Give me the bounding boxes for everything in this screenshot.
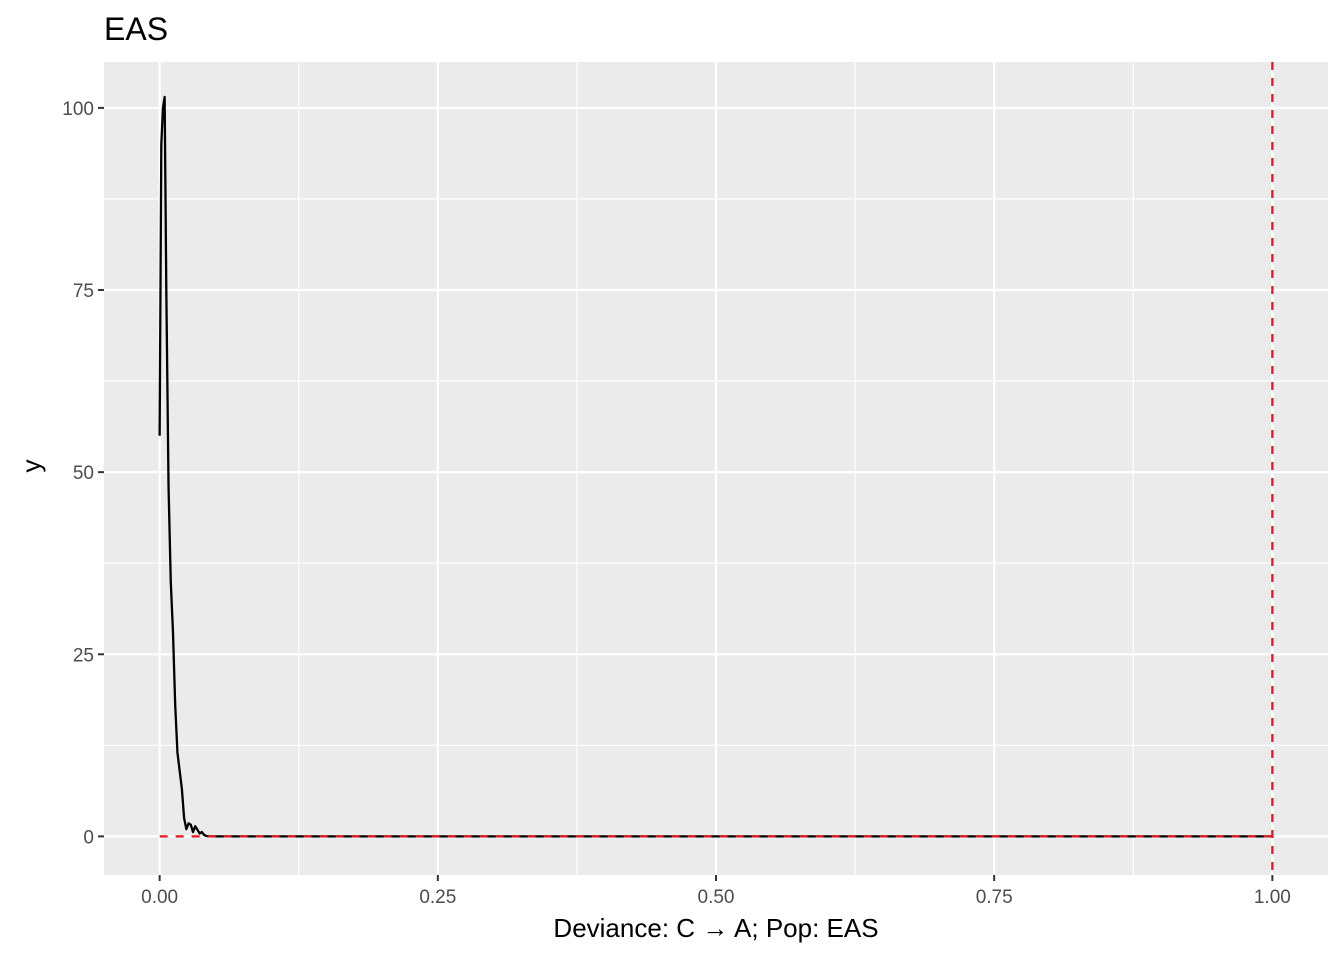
x-tick-label: 0.00 (141, 887, 178, 908)
series-layer (158, 95, 1273, 838)
y-axis-title: y (16, 460, 46, 473)
x-tick-label: 0.75 (976, 887, 1013, 908)
y-tick-label: 50 (73, 463, 94, 484)
y-tick-label: 25 (73, 645, 94, 666)
x-tick-label: 0.50 (698, 887, 735, 908)
chart-title: EAS (104, 11, 168, 47)
x-tick-label: 1.00 (1254, 887, 1291, 908)
y-axis: 0 25 50 75 100 (62, 99, 104, 848)
x-tick-label: 0.25 (419, 887, 456, 908)
x-axis-title: Deviance: C → A; Pop: EAS (553, 913, 878, 943)
x-axis: 0.00 0.25 0.50 0.75 1.00 (141, 875, 1291, 908)
density-line (158, 95, 1273, 838)
y-tick-label: 100 (62, 99, 94, 120)
y-tick-label: 0 (83, 827, 94, 848)
y-tick-label: 75 (73, 281, 94, 302)
